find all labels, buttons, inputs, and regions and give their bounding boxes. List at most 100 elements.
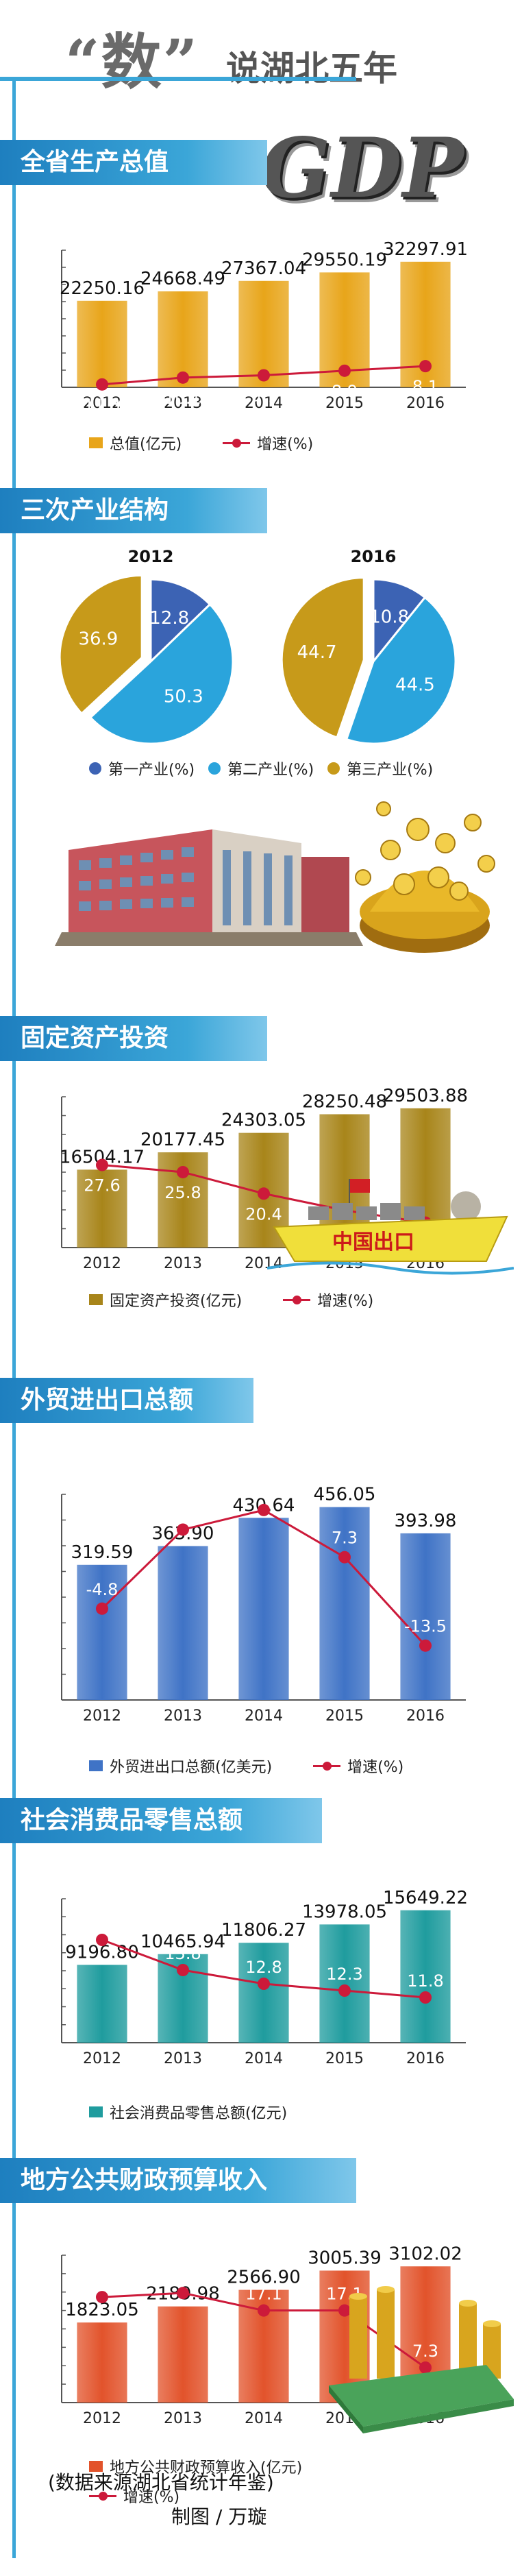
bar (400, 1910, 451, 2043)
bar-value-label: 456.05 (314, 1485, 376, 1505)
pie-slice (88, 603, 234, 745)
x-tick-label: 2014 (245, 2410, 283, 2427)
legend-swatch-investment (89, 1294, 103, 1305)
legend-swatch-trade (89, 1760, 103, 1771)
growth-label: 13.8 (164, 1500, 201, 1520)
growth-point (96, 1602, 108, 1615)
x-tick-label: 2013 (164, 395, 202, 412)
pie-chart-2012: 2012 12.8 50.3 36.9 (58, 548, 234, 745)
bar (77, 1564, 127, 1700)
retail-legend: 社会消费品零售总额(亿元) (89, 2101, 287, 2123)
section-heading-structure: 三次产业结构 (0, 488, 267, 533)
growth-label: 12.3 (326, 1965, 362, 1984)
bar (77, 300, 127, 387)
bar (77, 1169, 127, 1248)
growth-label: 11.8 (407, 1971, 443, 1991)
gdp-legend: 总值(亿元) 增速(%) (89, 432, 313, 454)
legend-dot-secondary (208, 762, 221, 775)
bar-value-label: 24668.49 (140, 269, 225, 289)
legend-label-primary: 第一产业(%) (108, 762, 195, 779)
x-tick-label: 2014 (245, 2050, 283, 2067)
pie-slice (372, 578, 427, 665)
legend-swatch-gdp (89, 437, 103, 448)
legend-label-tertiary: 第三产业(%) (347, 762, 434, 779)
growth-label: 8.1 (412, 377, 438, 396)
growth-label: -4.8 (86, 1580, 119, 1599)
x-tick-label: 2015 (325, 2050, 364, 2067)
bar-value-label: 3102.02 (388, 2244, 462, 2264)
x-tick-label: 2015 (325, 395, 364, 412)
x-tick-label: 2013 (164, 2410, 202, 2427)
growth-point (419, 360, 432, 373)
legend-label-secondary: 第二产业(%) (227, 762, 314, 779)
structure-legend: 第一产业(%) 第二产业(%) 第三产业(%) (89, 757, 433, 779)
bar-value-label: 3005.39 (308, 2248, 382, 2268)
bar (158, 1546, 208, 1700)
fiscal-legend: 地方公共财政预算收入(亿元) (89, 2455, 302, 2477)
bar-value-label: 24303.05 (221, 1110, 306, 1131)
legend-label-growth: 增速(%) (347, 1759, 404, 1776)
x-tick-label: 2016 (406, 1708, 445, 1725)
growth-point (338, 2304, 351, 2317)
growth-point (338, 1984, 351, 1997)
office-building-illustration (55, 829, 363, 946)
legend-dot-tertiary (327, 762, 340, 775)
bar-value-label: 27367.04 (221, 258, 306, 279)
legend-dot-primary (89, 762, 101, 775)
x-tick-label: 2013 (164, 2050, 202, 2067)
growth-point (96, 1158, 108, 1171)
pie-slice (58, 574, 143, 716)
growth-label: 13.8 (164, 1944, 201, 1963)
bar (158, 291, 208, 387)
bar-value-label: 10465.94 (140, 1932, 225, 1952)
pie-title: 2012 (128, 548, 174, 566)
pie-slice-label: 12.8 (149, 608, 189, 629)
growth-point (338, 364, 351, 377)
growth-point (96, 1934, 108, 1946)
growth-label: 7.3 (412, 2342, 438, 2361)
x-tick-label: 2015 (325, 1708, 364, 1725)
header-rule (0, 77, 356, 81)
growth-label: 7.3 (332, 1529, 358, 1548)
credit-note: 制图 / 万璇 (171, 2505, 267, 2528)
x-tick-label: 2014 (245, 1708, 283, 1725)
growth-label: 16.0 (84, 1914, 120, 1933)
pie-slice (280, 576, 365, 739)
page-title: 说湖北五年 (226, 48, 397, 88)
legend-label-fiscal: 地方公共财政预算收入(亿元) (110, 2459, 303, 2477)
section-heading-fiscal: 地方公共财政预算收入 (0, 2158, 356, 2203)
bar-value-label: 20177.45 (140, 1130, 225, 1150)
source-note: (数据来源湖北省统计年鉴) (48, 2471, 274, 2494)
growth-label: 25.8 (164, 1183, 201, 1202)
legend-label-growth: 增速(%) (123, 2489, 180, 2506)
growth-point (177, 2287, 189, 2300)
growth-label: 8.9 (332, 382, 358, 401)
growth-label: 27.6 (84, 1176, 120, 1195)
growth-point (177, 1964, 189, 1976)
bar-value-label: 393.98 (395, 1511, 457, 1531)
left-rule (12, 77, 16, 2558)
gold-coins-illustration (355, 801, 495, 953)
section-heading-retail: 社会消费品零售总额 (0, 1798, 322, 1843)
growth-label: 12.8 (245, 1958, 282, 1977)
x-tick-label: 2012 (83, 1255, 121, 1272)
bar-value-label: 1823.05 (65, 2300, 139, 2320)
pie-slice-label: 44.5 (395, 675, 435, 696)
growth-point (177, 1165, 189, 1178)
bar-value-label: 13978.05 (302, 1901, 387, 1922)
legend-label-growth: 增速(%) (257, 436, 314, 453)
retail-chart: 9196.80201210465.94201311806.27201413978… (61, 1888, 468, 2067)
bar-value-label: 2566.90 (227, 2268, 301, 2288)
x-tick-label: 2012 (83, 395, 121, 412)
page-header: “数” 说湖北五年 (0, 0, 522, 130)
x-tick-label: 2012 (83, 2050, 121, 2067)
pie-slice (345, 596, 457, 745)
bar-value-label: 28250.48 (302, 1091, 387, 1112)
fiscal-legend-growth: 增速(%) (89, 2485, 179, 2507)
legend-swatch-growth (89, 2491, 116, 2501)
gdp-chart: 22250.16 2012 24668.49 2013 27367.04 2014 2955… (60, 239, 468, 415)
growth-point (258, 2304, 270, 2317)
x-tick-label: 2014 (245, 395, 283, 412)
growth-point (419, 2361, 432, 2374)
